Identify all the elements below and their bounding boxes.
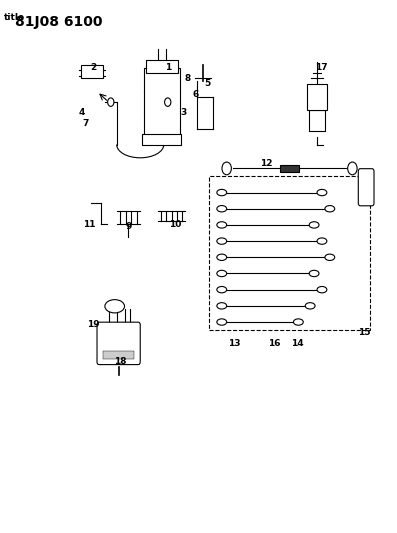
Text: 8: 8 [184, 74, 191, 83]
Text: title: title [4, 13, 25, 22]
Ellipse shape [217, 286, 227, 293]
Text: 11: 11 [83, 220, 95, 229]
Text: 7: 7 [82, 119, 89, 128]
Bar [209, 176, 370, 330]
Ellipse shape [217, 222, 227, 228]
Bar [307, 84, 327, 110]
Ellipse shape [317, 286, 327, 293]
Bar [280, 165, 299, 172]
Text: 2: 2 [90, 63, 96, 72]
Ellipse shape [317, 189, 327, 196]
Ellipse shape [217, 189, 227, 196]
Text: 14: 14 [291, 339, 304, 348]
Bar [103, 351, 134, 359]
Text: 1: 1 [165, 63, 171, 72]
Text: 12: 12 [260, 159, 272, 167]
Ellipse shape [317, 238, 327, 244]
Ellipse shape [217, 319, 227, 325]
Ellipse shape [217, 270, 227, 277]
Text: 16: 16 [268, 339, 280, 348]
Bar [144, 68, 179, 136]
Ellipse shape [217, 238, 227, 244]
Text: 18: 18 [114, 358, 127, 367]
Bar [309, 110, 325, 131]
Ellipse shape [217, 254, 227, 261]
Text: 4: 4 [78, 108, 85, 117]
Ellipse shape [293, 319, 303, 325]
FancyBboxPatch shape [358, 168, 374, 206]
Text: 19: 19 [87, 320, 99, 329]
Ellipse shape [325, 254, 335, 261]
Text: 15: 15 [358, 328, 370, 337]
Text: 3: 3 [180, 108, 187, 117]
FancyBboxPatch shape [97, 322, 140, 365]
Circle shape [108, 98, 114, 107]
Ellipse shape [325, 206, 335, 212]
Circle shape [222, 162, 231, 175]
Text: 81J08 6100: 81J08 6100 [15, 14, 102, 29]
Ellipse shape [309, 270, 319, 277]
Ellipse shape [309, 222, 319, 228]
Text: 13: 13 [228, 339, 241, 348]
Text: 10: 10 [170, 220, 182, 229]
Text: 5: 5 [204, 79, 210, 88]
Circle shape [165, 98, 171, 107]
Circle shape [348, 162, 357, 175]
Bar [81, 65, 103, 78]
Bar [146, 60, 177, 73]
Ellipse shape [105, 300, 125, 313]
Ellipse shape [217, 206, 227, 212]
Bar [142, 134, 181, 144]
Text: 17: 17 [315, 63, 327, 72]
Ellipse shape [305, 303, 315, 309]
Text: 9: 9 [125, 222, 132, 231]
Text: 6: 6 [192, 90, 198, 99]
Ellipse shape [217, 303, 227, 309]
